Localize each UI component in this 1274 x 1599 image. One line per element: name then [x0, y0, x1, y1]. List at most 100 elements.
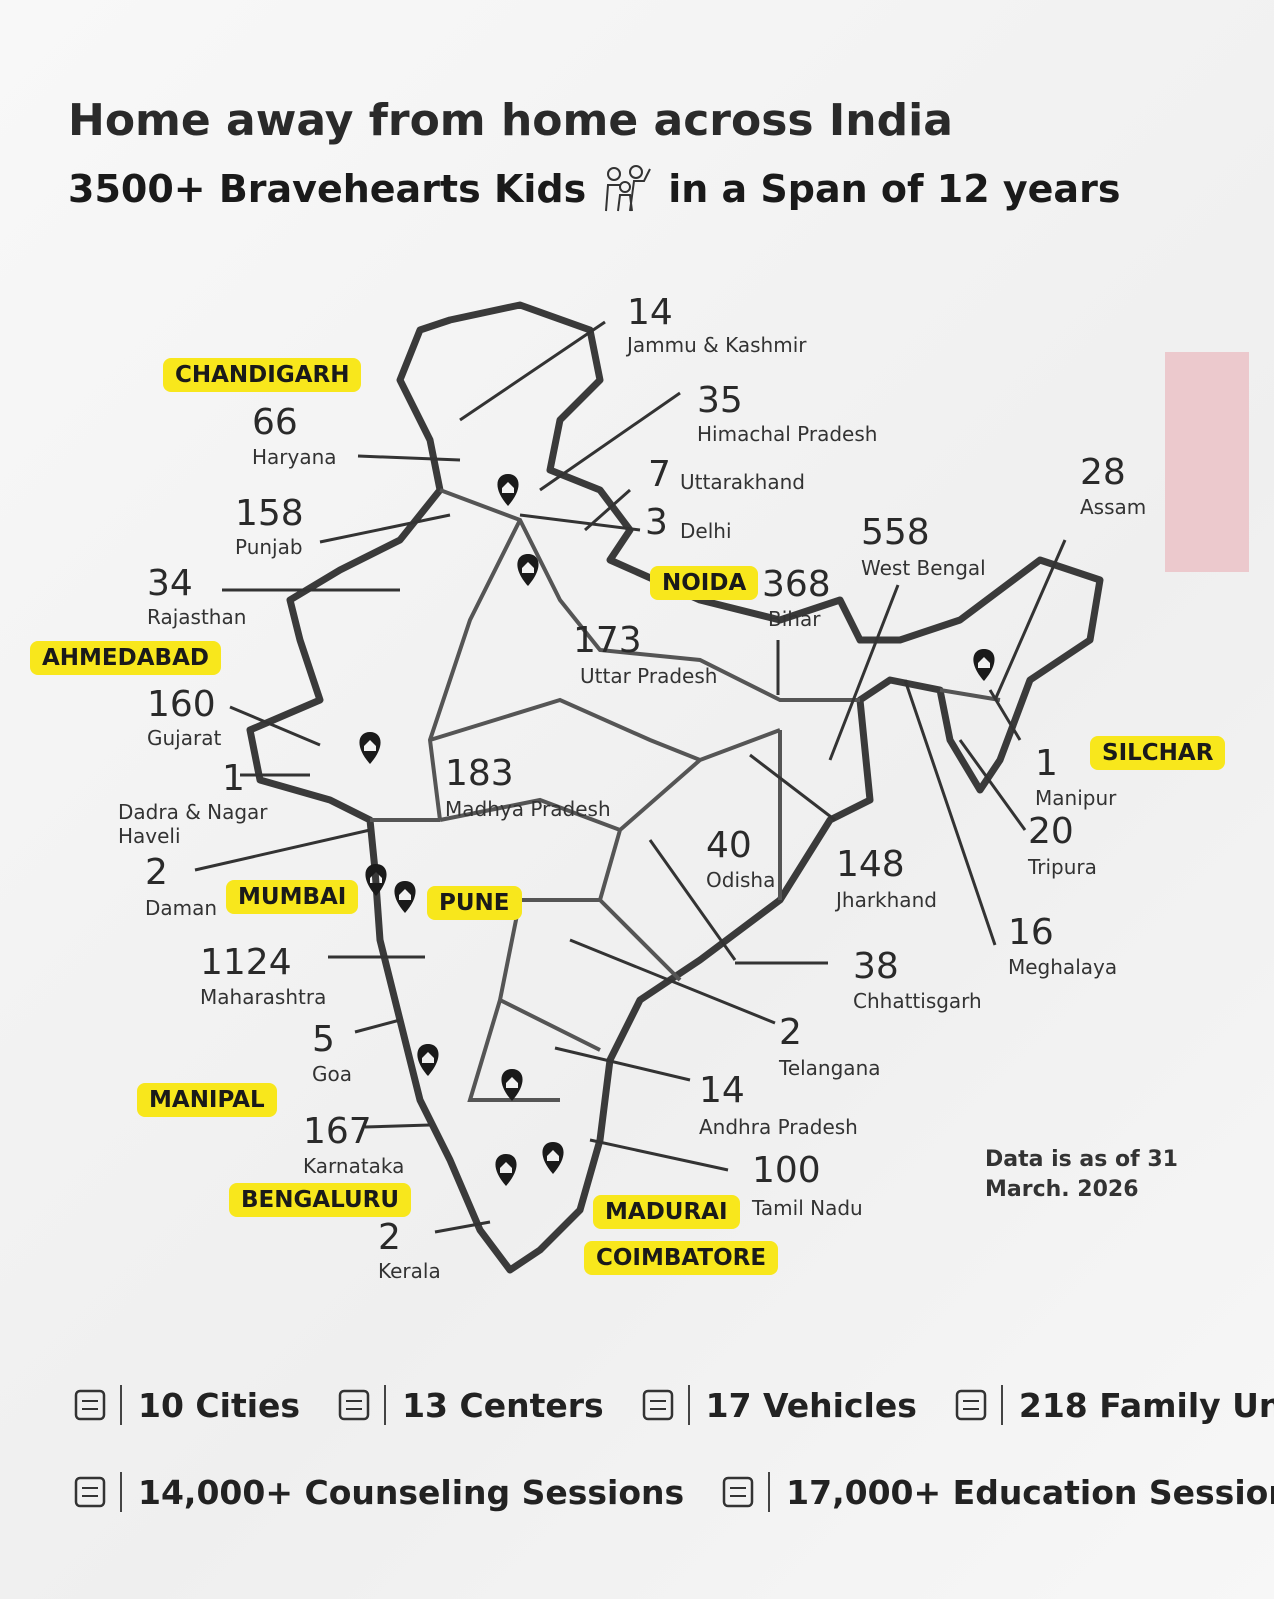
- leader-line: [958, 739, 1027, 831]
- subtitle: 3500+ Bravehearts Kids in a Span of 12 y…: [68, 165, 1120, 213]
- state-name: Maharashtra: [200, 985, 327, 1009]
- stat-icon: [722, 1476, 754, 1508]
- state-name: Punjab: [235, 535, 303, 559]
- city-tag: COIMBATORE: [584, 1241, 779, 1275]
- city-pin: [542, 1142, 564, 1174]
- stat-text: 13 Centers: [402, 1385, 604, 1425]
- stat-icon: [642, 1389, 673, 1421]
- state-count: 183: [445, 753, 514, 794]
- kids-icon: [605, 165, 652, 212]
- state-name: Himachal Pradesh: [697, 422, 878, 446]
- city-tag: BENGALURU: [229, 1183, 412, 1217]
- leader-line: [993, 539, 1067, 701]
- state-count: 34: [147, 563, 193, 604]
- city-tag: MUMBAI: [226, 880, 359, 914]
- city-pin: [417, 1044, 439, 1076]
- state-name: Tamil Nadu: [752, 1196, 863, 1220]
- state-count: 368: [762, 564, 831, 605]
- leader-line: [434, 1220, 491, 1234]
- side-tab: [1165, 352, 1249, 572]
- city-tag: NOIDA: [650, 566, 759, 600]
- state-name: Uttar Pradesh: [580, 664, 718, 688]
- state-name: Goa: [312, 1062, 352, 1086]
- leader-line: [357, 454, 461, 462]
- stat: 17,000+ Education Sessions: [718, 1472, 1274, 1512]
- state-name: Meghalaya: [1008, 955, 1118, 979]
- leader-line: [319, 513, 451, 544]
- title: Home away from home across India: [68, 95, 953, 146]
- state-name: Uttarakhand: [680, 470, 805, 494]
- city-tag: MADURAI: [593, 1195, 740, 1229]
- state-count: 160: [147, 684, 216, 725]
- state-name: Karnataka: [303, 1154, 405, 1178]
- state-count: 1: [1035, 743, 1058, 784]
- stat-icon: [338, 1389, 370, 1421]
- state-count: 66: [252, 402, 298, 443]
- leader-line: [749, 753, 836, 822]
- state-name: Jharkhand: [836, 888, 937, 912]
- leader-line: [459, 320, 606, 422]
- state-count: 1124: [200, 942, 292, 983]
- state-count: 5: [312, 1019, 335, 1060]
- state-name: Jammu & Kashmir: [627, 333, 807, 357]
- state-name: Haryana: [252, 445, 337, 469]
- stat-text: 14,000+ Counseling Sessions: [138, 1472, 685, 1512]
- state-count: 558: [861, 512, 930, 553]
- state-count: 173: [573, 620, 642, 661]
- state-count: 7: [648, 454, 671, 495]
- stat-text: 10 Cities: [138, 1385, 301, 1425]
- city-pin: [359, 732, 381, 764]
- stat-icon: [74, 1389, 106, 1421]
- state-name: Chhattisgarh: [853, 989, 982, 1013]
- state-count: 40: [706, 825, 752, 866]
- state-count: 35: [697, 380, 743, 421]
- stat-text: 17 Vehicles: [705, 1385, 917, 1425]
- state-count: 158: [235, 493, 304, 534]
- separator: [384, 1385, 387, 1425]
- stat: 13 Centers: [334, 1385, 604, 1425]
- state-count: 38: [853, 946, 899, 987]
- city-tag: MANIPAL: [137, 1083, 277, 1117]
- city-pin: [365, 864, 387, 896]
- separator: [120, 1472, 122, 1512]
- separator: [1000, 1385, 1003, 1425]
- state-name: Telangana: [779, 1056, 881, 1080]
- state-name: Daman: [145, 896, 218, 920]
- state-count: 14: [627, 292, 673, 333]
- stat: 14,000+ Counseling Sessions: [70, 1472, 684, 1512]
- city-pin: [501, 1069, 523, 1101]
- leader-line: [539, 391, 681, 492]
- separator: [687, 1385, 690, 1425]
- state-count: 2: [779, 1012, 802, 1053]
- stats-row: 14,000+ Counseling Sessions 17,000+ Educa…: [70, 1472, 1274, 1512]
- state-name: Odisha: [706, 868, 776, 892]
- state-count: 100: [752, 1150, 821, 1191]
- leader-line: [519, 513, 641, 532]
- city-pin: [394, 881, 416, 913]
- state-name: West Bengal: [861, 556, 986, 580]
- state-name: Kerala: [378, 1259, 441, 1283]
- city-pin: [497, 474, 519, 506]
- data-note: Data is as of 31 March. 2026: [985, 1147, 1178, 1202]
- leader-line: [589, 1138, 729, 1172]
- city-pin: [973, 649, 995, 681]
- subtitle-end: in a Span of 12 years: [668, 167, 1121, 211]
- state-name: Madhya Pradesh: [445, 797, 611, 821]
- leader-line: [828, 584, 900, 761]
- state-name: Assam: [1080, 495, 1147, 519]
- leader-line: [194, 828, 371, 872]
- city-tag: PUNE: [427, 886, 522, 920]
- state-name: Delhi: [680, 519, 732, 543]
- city-tag: CHANDIGARH: [163, 358, 362, 392]
- state-borders: [370, 488, 1001, 1102]
- stat-text: 17,000+ Education Sessions: [786, 1472, 1274, 1512]
- stat: 10 Cities: [70, 1385, 300, 1425]
- leader-line: [648, 839, 737, 961]
- state-name: Tripura: [1028, 855, 1097, 879]
- state-count: 16: [1008, 912, 1054, 953]
- leader-line: [988, 689, 1022, 741]
- subtitle-start: 3500+ Bravehearts Kids: [68, 167, 587, 211]
- leader-line: [364, 1123, 431, 1129]
